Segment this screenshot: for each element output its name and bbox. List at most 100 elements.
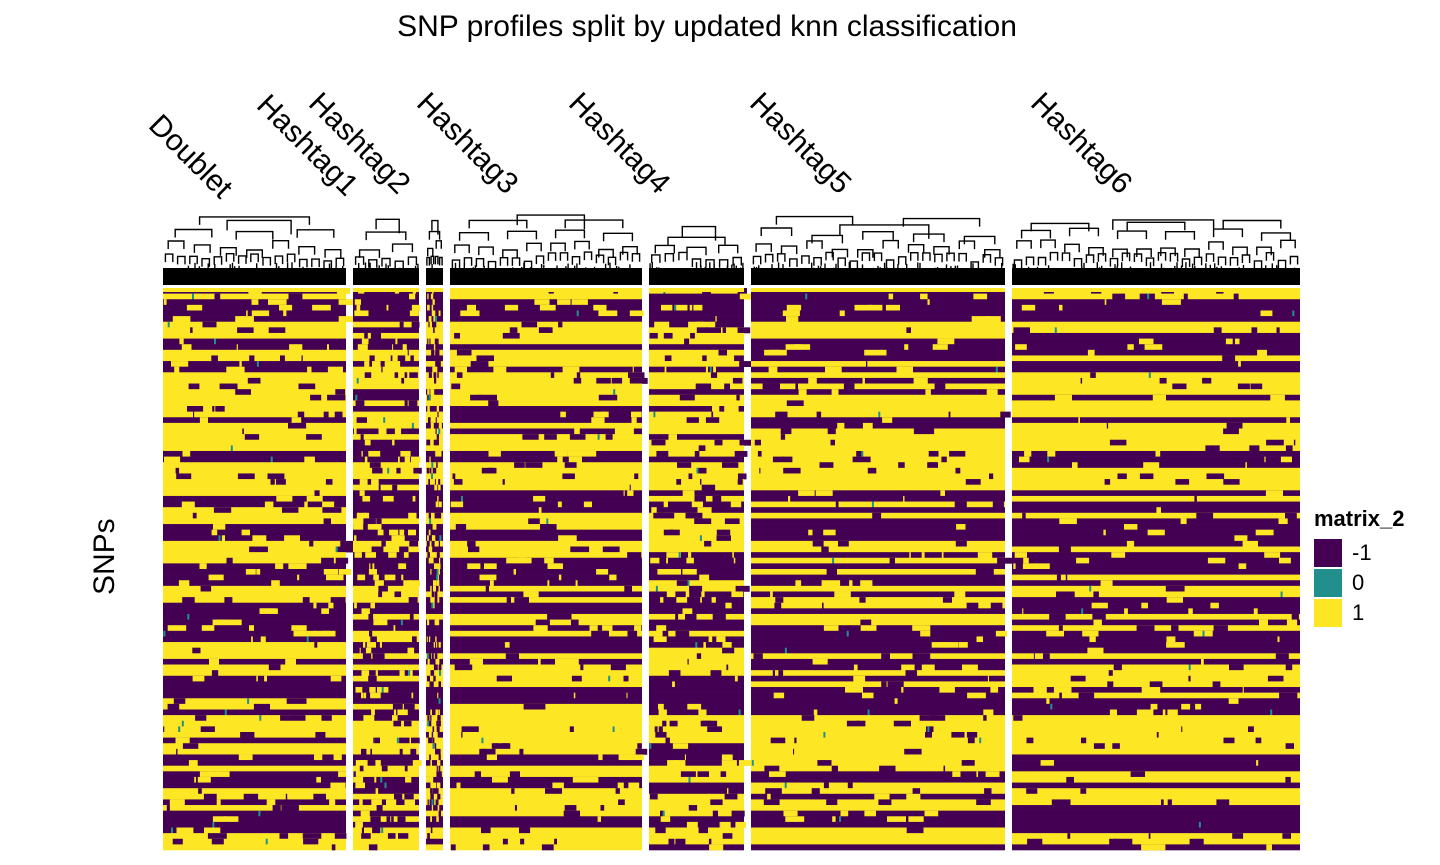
heatmap-row xyxy=(649,327,744,334)
heatmap-cell xyxy=(672,743,689,750)
heatmap-cell xyxy=(831,765,838,772)
heatmap-cell xyxy=(338,771,347,778)
heatmap-cell xyxy=(367,524,377,530)
heatmap-cell xyxy=(192,512,197,519)
heatmap-cell xyxy=(366,642,376,648)
heatmap-cell xyxy=(378,484,381,491)
heatmap-cell xyxy=(859,597,866,604)
heatmap-cell xyxy=(1078,417,1080,424)
heatmap-cell xyxy=(1111,552,1126,559)
heatmap-cell xyxy=(431,462,434,469)
heatmap-row xyxy=(163,821,346,828)
heatmap-cell xyxy=(965,479,981,485)
heatmap-cell xyxy=(668,838,675,845)
heatmap-cell xyxy=(397,355,406,362)
heatmap-row xyxy=(426,810,443,817)
heatmap-cell xyxy=(624,585,632,592)
heatmap-cell xyxy=(434,563,436,570)
heatmap-cell xyxy=(860,625,877,632)
heatmap-row xyxy=(353,366,419,373)
heatmap-row xyxy=(163,838,346,845)
heatmap-cell xyxy=(558,535,577,542)
heatmap-cell xyxy=(335,557,349,564)
heatmap-cell xyxy=(370,692,381,699)
heatmap-cell xyxy=(1109,838,1117,845)
heatmap-row xyxy=(450,428,642,435)
heatmap-cell xyxy=(467,563,481,570)
heatmap-cell xyxy=(281,805,299,811)
heatmap-cell xyxy=(395,338,398,345)
heatmap-cell xyxy=(384,361,393,367)
heatmap-cell xyxy=(1065,574,1068,581)
heatmap-cell xyxy=(335,546,338,553)
heatmap-row xyxy=(163,389,346,396)
heatmap-row xyxy=(450,473,642,480)
heatmap-row xyxy=(450,417,642,424)
heatmap-cell xyxy=(430,709,432,716)
heatmap-row xyxy=(1012,776,1300,783)
heatmap-cell xyxy=(355,821,363,828)
heatmap-cell xyxy=(821,546,829,553)
heatmap-cell xyxy=(738,709,741,716)
heatmap-cell xyxy=(371,799,382,806)
heatmap-cell xyxy=(434,653,438,660)
heatmap-cell xyxy=(785,344,802,351)
heatmap-cell xyxy=(887,681,904,688)
heatmap-cell xyxy=(304,456,315,463)
heatmap-row xyxy=(751,501,1005,508)
heatmap-row xyxy=(649,400,744,407)
heatmap-cell xyxy=(478,394,497,401)
heatmap-cell xyxy=(1022,512,1026,519)
heatmap-cell xyxy=(267,473,285,480)
heatmap-row xyxy=(426,445,443,452)
heatmap-row xyxy=(751,636,1005,643)
heatmap-cell xyxy=(481,467,494,474)
dendrogram-leaf-band xyxy=(649,268,744,285)
heatmap-cell xyxy=(249,355,255,362)
heatmap-row xyxy=(163,316,346,323)
heatmap-row xyxy=(426,462,443,469)
heatmap-row xyxy=(1012,484,1300,491)
heatmap-cell xyxy=(780,428,792,435)
heatmap-row xyxy=(1012,293,1300,300)
heatmap-row xyxy=(450,321,642,328)
heatmap-row xyxy=(426,332,443,339)
heatmap-cell xyxy=(1049,613,1066,620)
heatmap-cell xyxy=(1188,675,1191,682)
heatmap-cell xyxy=(212,619,227,626)
heatmap-cell xyxy=(427,715,430,722)
heatmap-row xyxy=(353,608,419,615)
heatmap-cell xyxy=(1242,540,1258,547)
heatmap-row xyxy=(1012,445,1300,452)
heatmap-row xyxy=(163,585,346,592)
heatmap-cell xyxy=(433,731,437,738)
heatmap-cell xyxy=(270,456,273,463)
heatmap-cell xyxy=(567,450,581,457)
heatmap-row xyxy=(450,608,642,615)
heatmap-cell xyxy=(1210,602,1219,609)
heatmap-cell xyxy=(896,366,913,373)
heatmap-cell xyxy=(719,821,721,828)
heatmap-cell xyxy=(1277,636,1280,643)
heatmap-cell xyxy=(954,501,967,508)
heatmap-cell xyxy=(795,383,798,390)
heatmap-cell xyxy=(1148,833,1151,840)
heatmap-cell xyxy=(288,293,303,300)
heatmap-cell xyxy=(365,552,376,559)
dendrogram-leaf-band xyxy=(450,268,642,285)
heatmap-cell xyxy=(381,827,384,834)
heatmap-cell xyxy=(363,518,373,525)
heatmap-row xyxy=(426,400,443,407)
heatmap-cell xyxy=(1046,630,1064,637)
heatmap-cell xyxy=(407,349,409,356)
heatmap-cell xyxy=(666,557,668,564)
heatmap-row xyxy=(751,400,1005,407)
heatmap-row xyxy=(426,456,443,463)
heatmap-cell xyxy=(236,344,238,351)
heatmap-cell xyxy=(580,664,584,671)
heatmap-cell xyxy=(920,293,928,300)
heatmap-cell xyxy=(361,748,367,755)
heatmap-cell xyxy=(437,692,439,699)
heatmap-row xyxy=(751,715,1005,722)
heatmap-cell xyxy=(370,748,372,755)
